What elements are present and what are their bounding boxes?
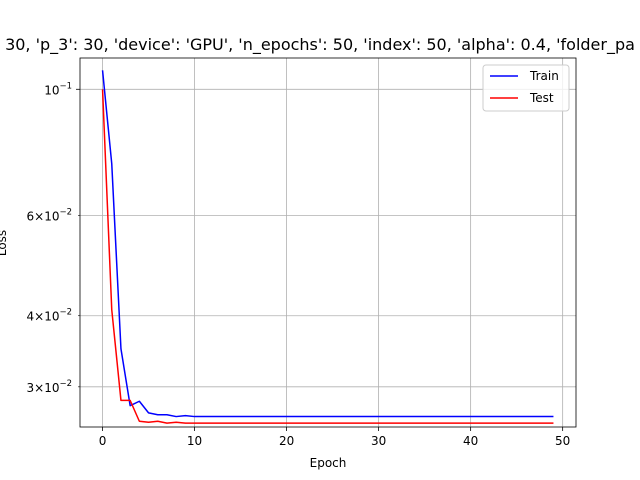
x-tick-label: 50 [555, 434, 570, 448]
y-axis-label: Loss [0, 230, 9, 256]
y-tick-label: 3×10−2 [27, 379, 73, 395]
chart-title: 30, 'p_3': 30, 'device': 'GPU', 'n_epoch… [5, 35, 635, 55]
y-axis-ticks: 10−1 6×10−2 4×10−2 3×10−2 [27, 81, 80, 395]
legend-label-test: Test [529, 91, 554, 105]
y-tick-label: 4×10−2 [27, 308, 73, 324]
x-tick-label: 10 [187, 434, 202, 448]
series-line-test [101, 89, 554, 424]
y-tick-label: 6×10−2 [27, 208, 73, 224]
y-tick-label: 10−1 [44, 81, 72, 97]
plot-frame [79, 57, 577, 428]
series-line-train [101, 70, 554, 418]
x-axis-label: Epoch [310, 456, 347, 470]
x-tick-label: 20 [279, 434, 294, 448]
legend-label-train: Train [529, 69, 559, 83]
x-axis-ticks: 0 10 20 30 40 50 [99, 427, 570, 448]
x-tick-label: 0 [99, 434, 107, 448]
x-tick-label: 40 [463, 434, 478, 448]
legend: Train Test [482, 64, 570, 112]
x-tick-label: 30 [371, 434, 386, 448]
plot-lines [101, 70, 554, 424]
